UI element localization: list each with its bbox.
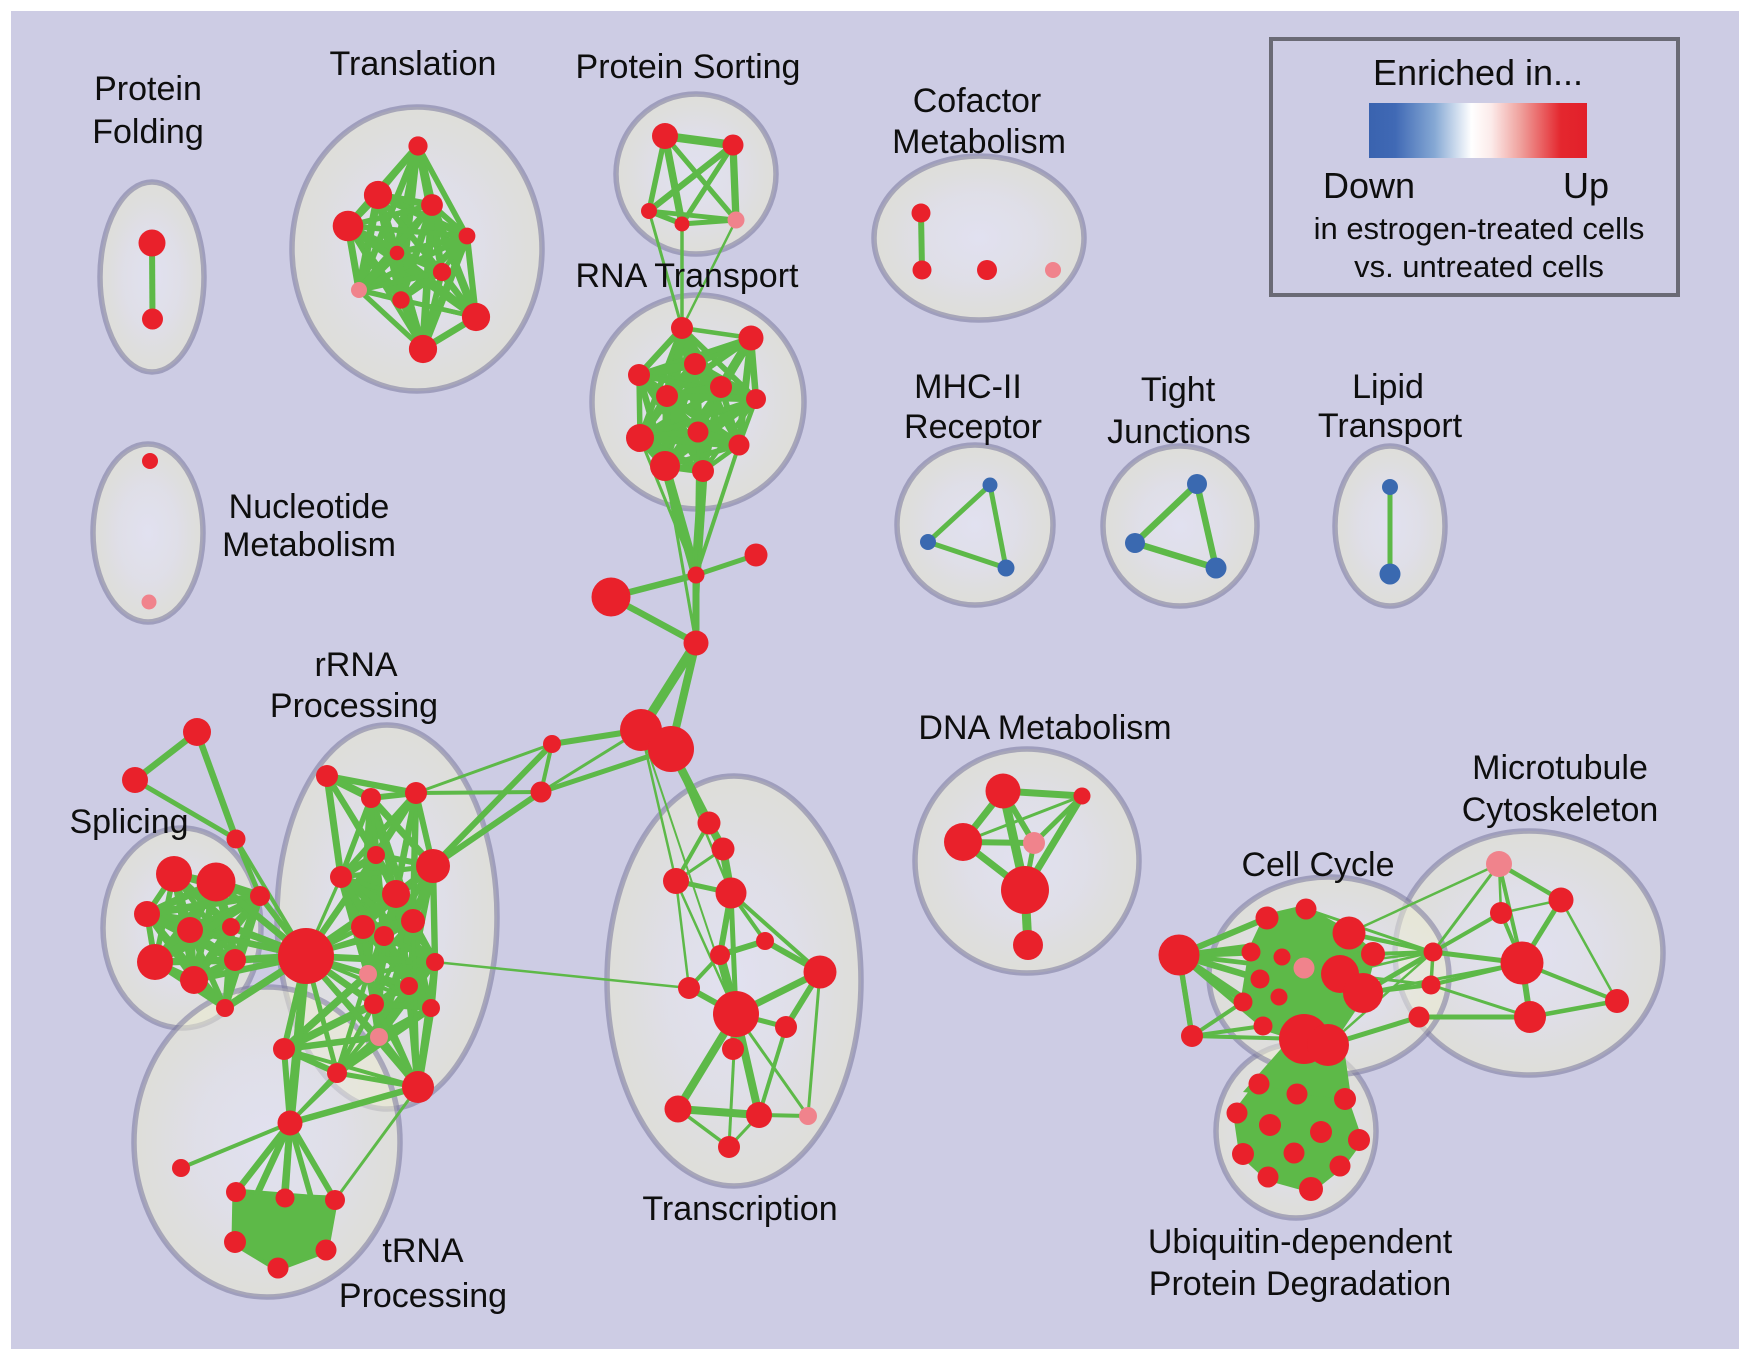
svg-text:Metabolism: Metabolism [222,526,396,564]
svg-text:Down: Down [1323,165,1415,206]
svg-text:Nucleotide: Nucleotide [229,488,390,526]
svg-text:Tight: Tight [1141,371,1216,409]
svg-text:Protein Degradation: Protein Degradation [1149,1265,1451,1303]
svg-text:Up: Up [1563,165,1609,206]
svg-text:Protein Sorting: Protein Sorting [576,48,801,86]
svg-text:Receptor: Receptor [904,408,1042,446]
svg-text:Ubiquitin-dependent: Ubiquitin-dependent [1148,1223,1453,1261]
svg-text:MHC-II: MHC-II [914,368,1022,406]
svg-text:rRNA: rRNA [314,646,397,684]
svg-text:Splicing: Splicing [69,803,188,841]
svg-text:Junctions: Junctions [1107,413,1251,451]
svg-text:Folding: Folding [92,113,204,151]
svg-text:vs. untreated cells: vs. untreated cells [1354,249,1604,284]
svg-text:Microtubule: Microtubule [1472,749,1648,787]
svg-text:Translation: Translation [330,45,497,83]
svg-text:Transcription: Transcription [642,1190,837,1228]
svg-text:Processing: Processing [339,1277,507,1315]
svg-text:DNA Metabolism: DNA Metabolism [918,709,1171,747]
svg-text:Lipid: Lipid [1352,368,1424,406]
svg-text:Cytoskeleton: Cytoskeleton [1462,791,1659,829]
svg-text:in estrogen-treated cells: in estrogen-treated cells [1314,211,1645,246]
svg-text:Metabolism: Metabolism [892,123,1066,161]
svg-text:RNA Transport: RNA Transport [576,257,800,295]
svg-text:Processing: Processing [270,687,438,725]
svg-text:Cofactor: Cofactor [913,82,1042,120]
svg-text:Cell Cycle: Cell Cycle [1241,846,1394,884]
svg-text:Protein: Protein [94,70,202,108]
svg-text:Transport: Transport [1318,407,1463,445]
svg-text:tRNA: tRNA [382,1232,464,1270]
svg-text:Enriched in...: Enriched in... [1373,52,1583,93]
